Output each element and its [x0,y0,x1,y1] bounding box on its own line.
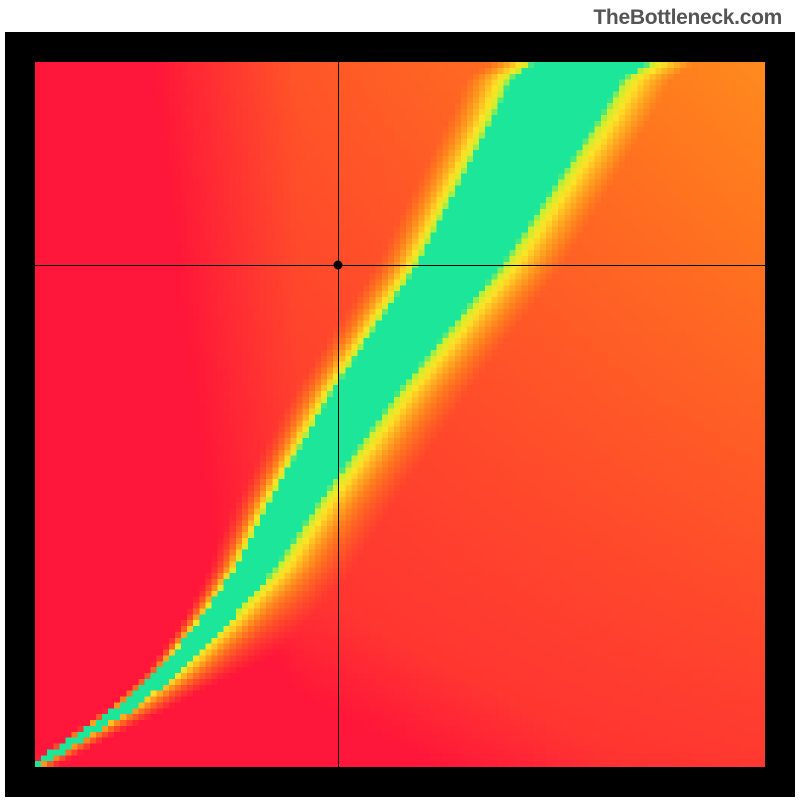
plot-frame [5,32,795,797]
watermark-text: TheBottleneck.com [593,6,782,30]
crosshair-vertical [338,62,339,767]
heatmap-canvas [35,62,765,767]
crosshair-marker [333,261,342,270]
crosshair-horizontal [35,265,765,266]
chart-container: TheBottleneck.com [0,0,800,800]
